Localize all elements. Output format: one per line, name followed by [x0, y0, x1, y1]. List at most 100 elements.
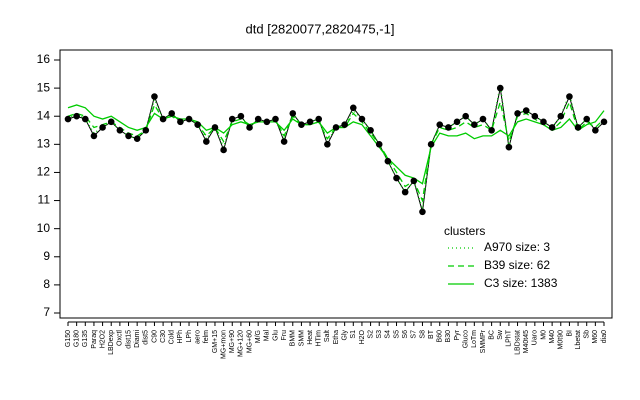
y-tick-label: 11 — [38, 193, 51, 207]
x-tick-label: S3 — [376, 330, 383, 339]
y-tick-label: 7 — [43, 305, 50, 319]
gene-point — [592, 126, 599, 134]
x-tick-label: Heat — [307, 330, 314, 345]
y-tick-label: 12 — [37, 165, 51, 179]
gene-point — [453, 118, 461, 126]
gene-point — [600, 118, 608, 126]
gene-point — [272, 115, 279, 123]
x-tick-label: MG+90 — [229, 330, 236, 353]
x-tick-label: Mal — [264, 330, 271, 342]
x-tick-label: C30 — [160, 330, 167, 343]
x-tick-label: Diami — [134, 330, 141, 348]
gene-point — [81, 115, 89, 123]
gene-line — [67, 88, 605, 212]
gene-point — [505, 143, 513, 151]
y-tick-label: 15 — [37, 80, 51, 94]
x-tick-label: Uaro — [532, 330, 539, 345]
x-tick-label: M40 — [549, 330, 556, 344]
x-tick-label: B30 — [445, 330, 452, 343]
x-tick-label: dist15 — [125, 330, 132, 349]
x-tick-label: Lbetat — [575, 330, 582, 350]
gene-point — [185, 115, 193, 123]
x-tick-label: dia0 — [601, 330, 608, 343]
gene-point — [99, 124, 106, 131]
x-tick-label: felm — [203, 330, 210, 343]
gene-point — [246, 124, 253, 131]
cluster-line — [67, 85, 605, 210]
gene-point — [401, 188, 409, 196]
gene-point — [177, 118, 184, 126]
gene-point — [211, 124, 219, 131]
x-tick-label: LPhT — [506, 329, 513, 346]
x-tick-label: LBDexp — [108, 330, 115, 355]
gene-point — [116, 126, 124, 134]
x-tick-label: LoTm — [471, 330, 478, 348]
gene-point — [358, 115, 366, 123]
gene-point — [531, 112, 539, 120]
gene-point — [583, 115, 591, 123]
gene-point — [548, 124, 556, 131]
x-tick-label: S2 — [367, 330, 374, 339]
gene-point — [393, 174, 400, 182]
legend-label: B39 size: 62 — [484, 258, 550, 272]
x-tick-label: H2O2 — [99, 330, 106, 348]
gene-point — [315, 115, 323, 123]
x-tick-label: S7 — [411, 330, 418, 339]
gene-point — [133, 135, 141, 143]
x-tick-label: MG+120 — [238, 330, 245, 357]
x-tick-label: H2O — [359, 329, 366, 344]
x-tick-label: Salt — [324, 330, 331, 342]
gene-point — [419, 208, 426, 216]
legend-label: C3 size: 1383 — [484, 276, 558, 290]
x-tick-label: Gly — [341, 330, 348, 341]
x-tick-label: Cold — [169, 330, 176, 345]
gene-point — [168, 110, 176, 117]
x-tick-label: S1 — [350, 330, 357, 339]
y-tick-label: 9 — [43, 249, 50, 263]
x-tick-label: LPh — [186, 330, 193, 343]
x-tick-label: HTim — [316, 330, 323, 347]
gene-point — [324, 141, 331, 148]
gene-point — [349, 104, 357, 112]
x-tick-label: G135 — [82, 330, 89, 347]
x-tick-label: BC — [488, 330, 495, 340]
gene-point — [90, 132, 98, 140]
gene-point — [410, 177, 418, 185]
x-tick-label: C90 — [151, 330, 158, 343]
x-tick-label: M0t90 — [558, 330, 565, 350]
gene-point — [496, 84, 504, 92]
x-tick-label: G150 — [65, 330, 72, 347]
x-tick-label: SMMPr — [480, 329, 487, 353]
gene-point — [540, 118, 547, 126]
gene-point — [427, 141, 435, 148]
gene-point — [73, 112, 80, 120]
x-tick-label: S4 — [385, 330, 392, 339]
gene-point — [237, 112, 245, 120]
gene-point — [64, 115, 72, 123]
y-tick-label: 13 — [37, 137, 51, 151]
gene-point — [367, 126, 374, 134]
x-tick-label: Gluco — [463, 330, 470, 348]
x-tick-label: M/G — [255, 330, 262, 343]
gene-point — [151, 93, 158, 100]
x-tick-label: B60 — [437, 330, 444, 343]
gene-point — [289, 110, 297, 117]
legend-title: clusters — [444, 224, 485, 238]
gene-point — [574, 124, 582, 131]
x-tick-label: BMM — [290, 330, 297, 347]
gene-point — [228, 115, 236, 123]
gene-point — [566, 93, 573, 100]
gene-point — [332, 124, 340, 131]
x-tick-label: LBDstat — [514, 330, 521, 355]
gene-point — [462, 112, 469, 120]
x-tick-label: Etha — [333, 330, 340, 345]
gene-point — [479, 115, 487, 123]
gene-point — [220, 146, 227, 154]
gene-point — [280, 138, 288, 145]
y-tick-label: 14 — [37, 108, 51, 122]
gene-point — [125, 132, 132, 140]
x-tick-label: Pyr — [454, 329, 461, 340]
gene-point — [522, 107, 530, 114]
x-tick-label: Oxctl — [117, 330, 124, 346]
